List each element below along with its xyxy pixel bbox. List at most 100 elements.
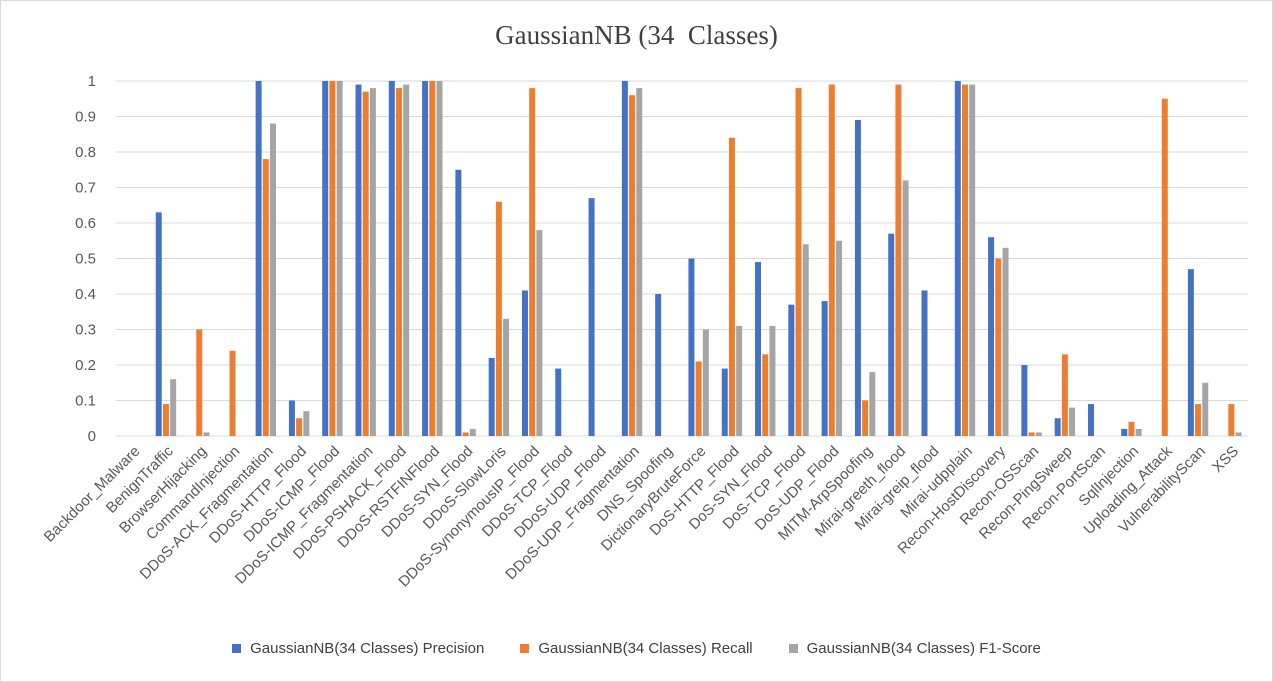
bar	[821, 301, 828, 436]
bar	[1128, 421, 1135, 436]
bar	[1002, 247, 1009, 436]
bar	[1161, 98, 1168, 436]
bar	[255, 81, 262, 436]
bar	[962, 84, 968, 437]
legend-label-precision: GaussianNB(34 Classes) Precision	[250, 640, 485, 657]
bar	[1187, 269, 1194, 436]
bar	[270, 123, 277, 436]
bar	[895, 84, 902, 437]
legend: GaussianNB(34 Classes) Precision Gaussia…	[0, 640, 1273, 657]
bar	[469, 428, 476, 436]
bar	[954, 81, 961, 436]
bar	[588, 198, 595, 436]
bar	[1228, 404, 1235, 436]
bar	[969, 84, 976, 437]
bar	[802, 244, 809, 436]
bar	[828, 84, 835, 437]
bar	[503, 318, 510, 436]
y-tick-label: 0.4	[75, 286, 96, 303]
bar	[1087, 404, 1094, 436]
bar	[462, 432, 469, 436]
bar	[388, 81, 395, 436]
legend-swatch-precision	[232, 644, 242, 653]
legend-item-recall: GaussianNB(34 Classes) Recall	[520, 640, 753, 657]
bar	[1035, 432, 1042, 436]
bar	[355, 84, 362, 437]
bar	[155, 212, 162, 436]
x-tick-label: XSS	[1209, 443, 1242, 476]
bar	[1028, 432, 1035, 436]
bar	[869, 372, 876, 436]
bar	[1054, 418, 1061, 436]
bar	[422, 81, 429, 436]
bar	[1121, 428, 1128, 436]
bar	[488, 357, 495, 436]
bar	[902, 180, 909, 436]
bar	[621, 81, 628, 436]
y-tick-label: 0.5	[75, 251, 96, 268]
bar	[203, 432, 210, 436]
bar	[196, 329, 203, 436]
bar	[854, 120, 861, 437]
bar	[495, 201, 502, 436]
legend-item-precision: GaussianNB(34 Classes) Precision	[232, 640, 484, 657]
bar	[336, 81, 343, 436]
bar	[788, 304, 795, 436]
bar	[262, 159, 269, 436]
bar	[529, 88, 536, 436]
chart-title: GaussianNB (34 Classes)	[495, 20, 778, 50]
bar	[303, 411, 310, 436]
bar	[403, 84, 410, 437]
bar	[536, 230, 543, 436]
y-tick-label: 0.3	[75, 322, 96, 339]
bar	[769, 325, 776, 436]
bar	[1235, 432, 1242, 436]
bar	[288, 400, 295, 436]
bar	[322, 81, 329, 436]
bar	[888, 233, 895, 436]
y-tick-label: 0.2	[75, 357, 96, 374]
bar	[369, 88, 376, 436]
bar	[688, 258, 695, 436]
bar	[862, 400, 869, 436]
bar	[1069, 407, 1076, 436]
bar	[721, 368, 728, 436]
bar	[436, 81, 443, 436]
bar	[1195, 404, 1202, 436]
legend-label-f1: GaussianNB(34 Classes) F1-Score	[806, 640, 1041, 657]
bar	[329, 81, 336, 436]
legend-swatch-f1	[788, 644, 798, 653]
bar	[429, 81, 436, 436]
legend-swatch-recall	[520, 644, 530, 653]
y-tick-label: 0.9	[75, 109, 96, 126]
bar	[170, 379, 177, 436]
y-tick-label: 1	[88, 73, 96, 90]
bar	[636, 88, 643, 436]
bar	[555, 368, 562, 436]
bar	[702, 329, 709, 436]
bar	[755, 262, 762, 436]
bar	[629, 95, 636, 436]
bar	[795, 88, 802, 436]
bar	[836, 240, 843, 436]
bar	[736, 325, 743, 436]
y-tick-label: 0.6	[75, 215, 96, 232]
bar	[162, 404, 169, 436]
bar	[296, 418, 303, 436]
legend-item-f1: GaussianNB(34 Classes) F1-Score	[788, 640, 1041, 657]
y-tick-label: 0.7	[75, 180, 96, 197]
bar	[1021, 365, 1028, 436]
bar	[521, 290, 528, 436]
y-tick-label: 0.8	[75, 144, 96, 161]
bar	[455, 169, 462, 436]
bar	[396, 88, 402, 436]
bar	[762, 354, 769, 436]
legend-label-recall: GaussianNB(34 Classes) Recall	[538, 640, 753, 657]
y-tick-label: 0.1	[75, 393, 96, 410]
bar	[1135, 428, 1142, 436]
bar	[921, 290, 928, 436]
bar	[995, 258, 1002, 436]
bar	[1061, 354, 1068, 436]
bar	[728, 137, 735, 437]
